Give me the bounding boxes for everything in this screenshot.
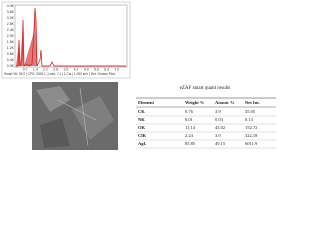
x-label: 7.0 [114, 67, 119, 71]
table-cell: 43.02 [215, 125, 225, 130]
table-cell: 6011.9 [245, 141, 258, 146]
x-label: 5.6 [94, 67, 99, 71]
y-label: 4.0K [7, 4, 15, 8]
table-cell: 152.72 [245, 125, 257, 130]
x-labels: 0.7 1.4 2.1 2.8 3.5 4.2 4.9 5.6 6.3 7.0 [23, 67, 120, 71]
table-cell: 49.15 [215, 141, 226, 146]
y-label: 1.6K [7, 40, 15, 44]
table-cell: 322.18 [245, 133, 258, 138]
x-label: 1.4 [33, 67, 38, 71]
table-title: eZAF smart quant results [180, 86, 231, 91]
header-cell: Element [138, 100, 154, 105]
header-cell: Weight % [185, 100, 205, 105]
y-label: 3.2K [7, 16, 15, 20]
y-label: 1.2K [7, 46, 15, 50]
table-cell: 0.13 [245, 117, 254, 122]
spectrum-fill [16, 10, 37, 66]
table-cell: 85.85 [185, 141, 196, 146]
y-label: 2.8K [7, 22, 15, 26]
x-label: 3.5 [63, 67, 68, 71]
x-label: 6.3 [104, 67, 109, 71]
header-cell: Net Int. [245, 100, 260, 105]
table-cell: AgL [138, 141, 147, 146]
sem-crack [57, 87, 97, 147]
page: 4.0K 3.6K 3.2K 2.8K 2.4K 2.0K 1.6K 1.2K 0.8K 0.4K… [1, 1, 276, 150]
x-label: 4.9 [84, 67, 89, 71]
y-label: 0.0K [7, 64, 15, 68]
table-cell: 0.03 [215, 117, 224, 122]
y-label: 2.4K [7, 28, 15, 32]
y-labels: 4.0K 3.6K 3.2K 2.8K 2.4K 2.0K 1.6K 1.2K 0.8K 0.4K… [7, 4, 15, 68]
y-label: 3.6K [7, 10, 15, 14]
y-label: 0.8K [7, 52, 15, 56]
y-label: 2.0K [7, 34, 15, 38]
table-cell: ClK [138, 133, 147, 138]
table-cell: 0.76 [185, 109, 194, 114]
y-label: 0.4K [7, 58, 15, 62]
sem-grain [40, 118, 70, 148]
x-label: 2.8 [53, 67, 58, 71]
header-cell: Atomic % [215, 100, 235, 105]
table-cell: 3.9 [215, 109, 221, 114]
x-label: 2.1 [43, 67, 48, 71]
status-bar: Smart Vlt: 25.0 | CPS: 2026.1 | Lsec: 7.… [4, 72, 115, 76]
table-cell: 3.9 [215, 133, 221, 138]
x-label: 0.7 [23, 67, 28, 71]
results-table: Element Weight % Atomic % Net Int. CK 0.76 3.9… [136, 97, 276, 149]
table-cell: CK [138, 109, 145, 114]
table-cell: 11.14 [185, 125, 196, 130]
table-cell: NK [138, 117, 145, 122]
table-cell: 35.05 [245, 109, 256, 114]
table-cell: OK [138, 125, 146, 130]
x-label: 4.2 [74, 67, 79, 71]
table-cell: 2.24 [185, 133, 194, 138]
sem-grain [36, 86, 70, 112]
table-cell: 0.01 [185, 117, 193, 122]
